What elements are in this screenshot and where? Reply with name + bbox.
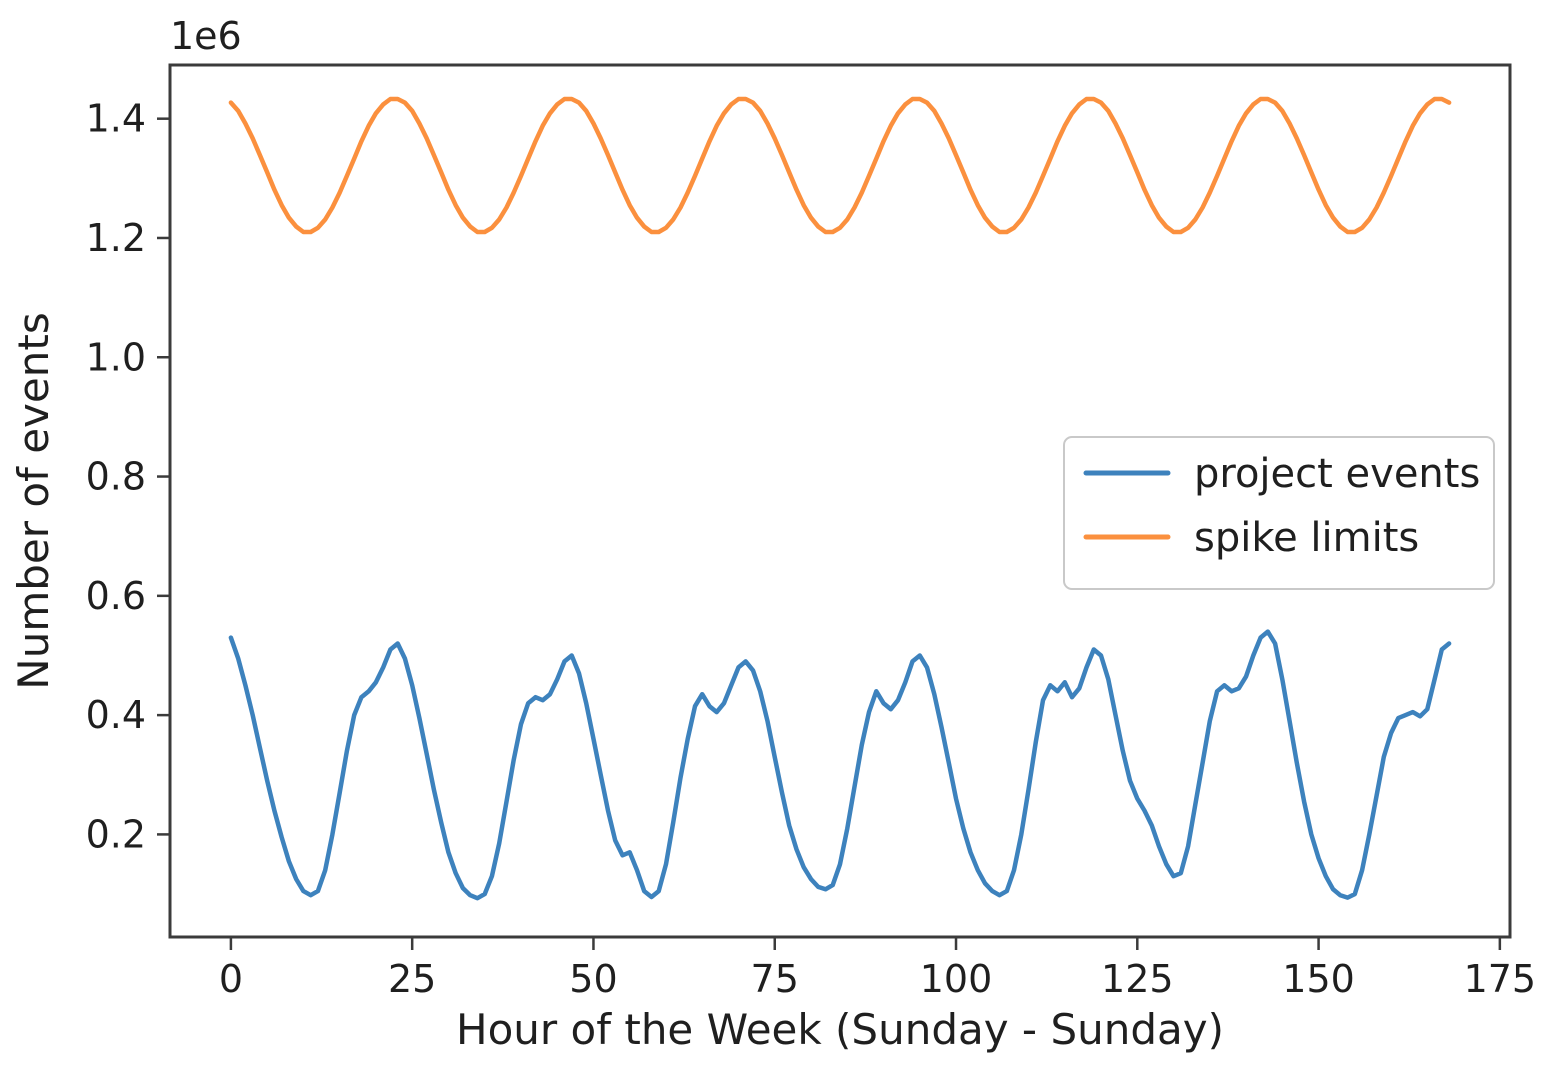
x-axis-tick-label: 0 (219, 957, 243, 1001)
x-axis-tick-label: 75 (751, 957, 799, 1001)
y-axis-tick-label: 0.2 (86, 812, 146, 856)
x-axis-tick-label: 175 (1464, 957, 1537, 1001)
legend-label: project events (1194, 451, 1480, 497)
y-axis-offset-label: 1e6 (170, 14, 242, 58)
x-axis-tick-label: 25 (388, 957, 436, 1001)
y-axis-tick-label: 1.4 (86, 97, 146, 141)
x-axis-tick-label: 125 (1101, 957, 1174, 1001)
y-axis-tick-label: 0.6 (86, 574, 146, 618)
series-line-spike-limits (228, 96, 1452, 235)
series-line-project-events (228, 629, 1452, 901)
x-axis-tick-label: 50 (569, 957, 617, 1001)
y-axis-tick-label: 0.8 (86, 455, 146, 499)
legend: project events spike limits (1063, 436, 1495, 590)
legend-label: spike limits (1194, 515, 1419, 561)
x-axis-tick-label: 100 (920, 957, 993, 1001)
x-axis-tick-label: 150 (1282, 957, 1355, 1001)
x-axis-label: Hour of the Week (Sunday - Sunday) (456, 1005, 1224, 1054)
y-axis-tick-label: 0.4 (86, 693, 146, 737)
plot-border (168, 63, 1512, 939)
legend-box (1063, 436, 1495, 590)
y-axis-tick-label: 1.0 (86, 335, 146, 379)
y-axis-label: Number of events (9, 312, 58, 689)
y-axis-tick-label: 1.2 (86, 216, 146, 260)
